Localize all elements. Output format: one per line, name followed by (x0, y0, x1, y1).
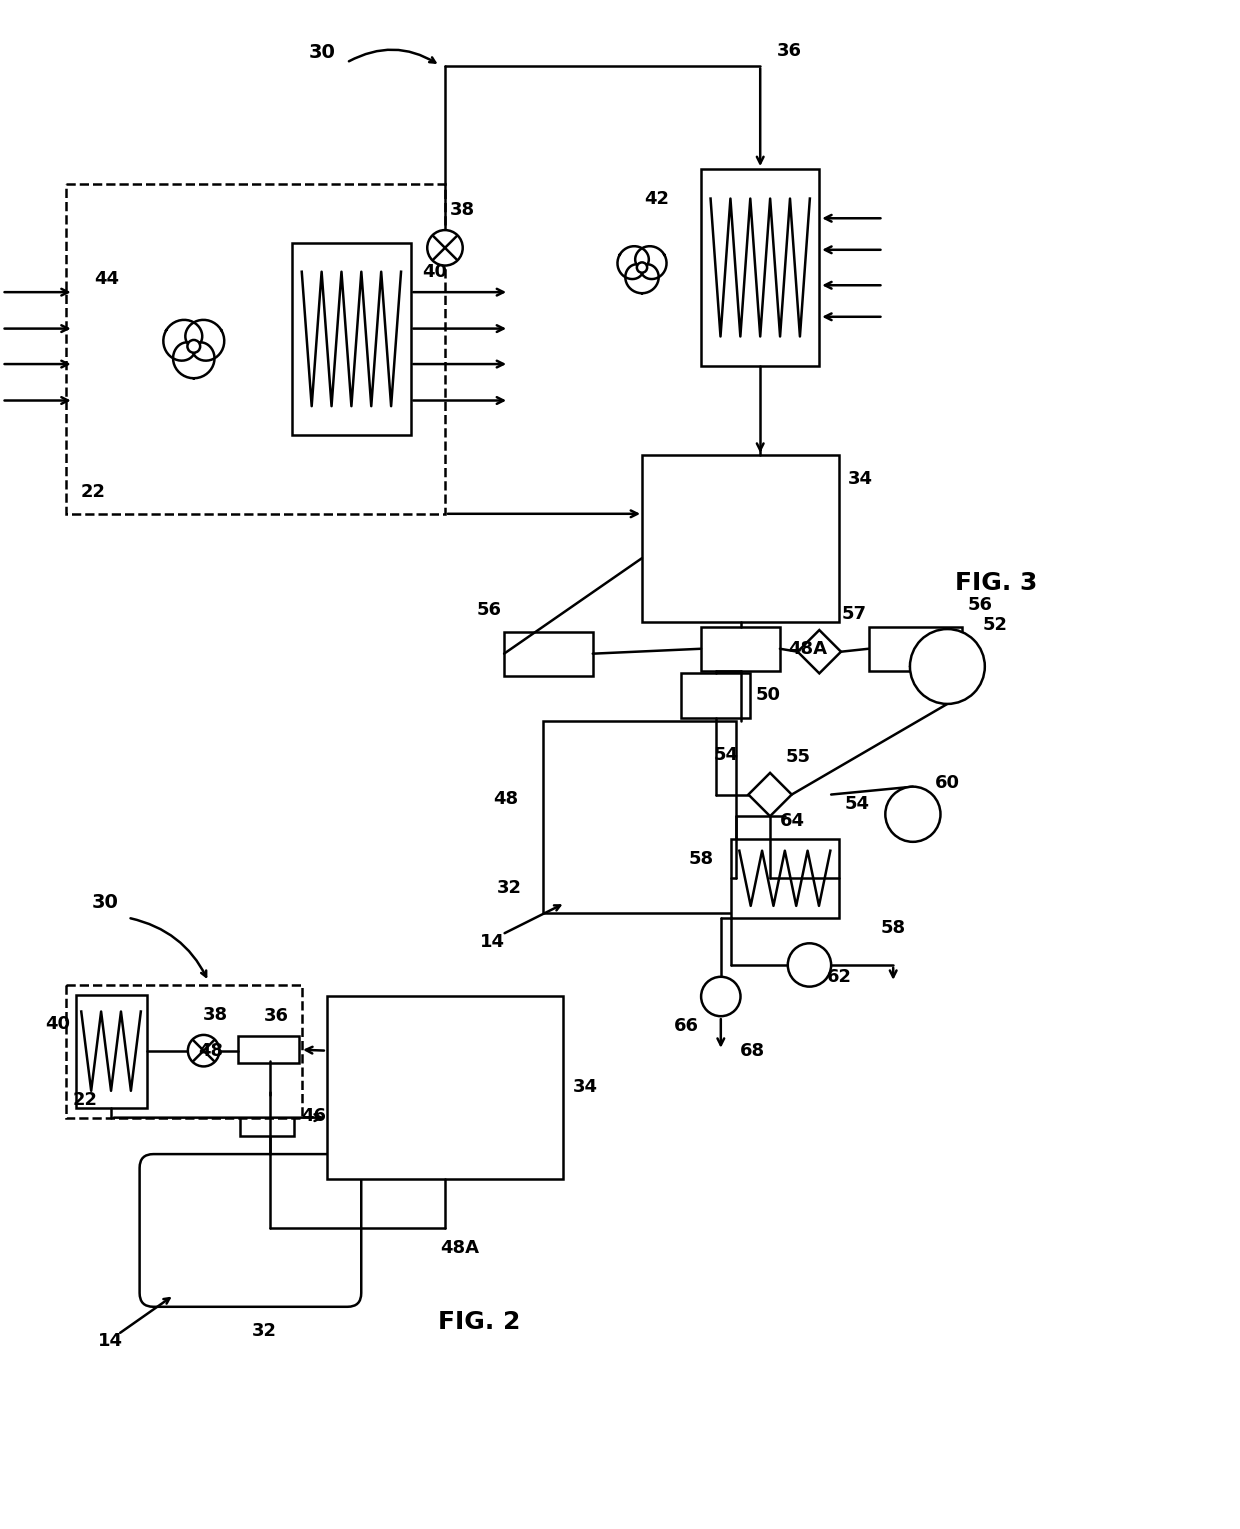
Bar (730, 839, 839, 917)
Text: 36: 36 (264, 1008, 289, 1024)
Text: 50: 50 (755, 687, 781, 703)
Text: FIG. 2: FIG. 2 (438, 1309, 521, 1333)
Circle shape (428, 229, 463, 266)
Bar (642, 454, 839, 622)
Polygon shape (185, 320, 224, 361)
Text: 34: 34 (573, 1078, 598, 1096)
Circle shape (188, 1035, 219, 1066)
Bar (327, 997, 563, 1179)
Circle shape (187, 339, 200, 353)
Text: 36: 36 (777, 41, 802, 60)
Circle shape (910, 628, 985, 703)
Text: 68: 68 (740, 1041, 765, 1060)
Polygon shape (618, 246, 649, 280)
Text: 54: 54 (713, 746, 738, 764)
Text: 44: 44 (94, 271, 119, 289)
FancyBboxPatch shape (140, 1154, 361, 1307)
Text: 54: 54 (844, 795, 869, 813)
Text: 48: 48 (198, 1041, 223, 1060)
Text: 30: 30 (92, 893, 119, 913)
Bar (701, 627, 780, 671)
Polygon shape (749, 772, 791, 816)
Circle shape (701, 977, 740, 1017)
Bar (543, 720, 735, 913)
Text: 32: 32 (496, 879, 522, 898)
Polygon shape (625, 265, 658, 294)
Text: 60: 60 (935, 774, 960, 792)
Bar (66, 985, 303, 1118)
Text: 58: 58 (880, 919, 905, 937)
Text: 62: 62 (827, 968, 852, 986)
Bar (66, 183, 445, 514)
Circle shape (885, 786, 940, 842)
Text: 64: 64 (780, 812, 805, 830)
Text: 40: 40 (46, 1015, 71, 1034)
Text: 40: 40 (423, 263, 448, 281)
Text: 14: 14 (480, 933, 505, 951)
Bar (868, 627, 962, 671)
Text: 56: 56 (477, 601, 502, 619)
Text: 32: 32 (252, 1323, 278, 1341)
Text: 48: 48 (494, 790, 518, 809)
Text: 48A: 48A (787, 639, 827, 657)
Text: 14: 14 (98, 1332, 123, 1350)
Circle shape (787, 943, 831, 986)
Text: 57: 57 (841, 605, 867, 624)
Text: 56: 56 (967, 596, 992, 615)
Bar (293, 243, 410, 434)
Bar (241, 1095, 294, 1136)
Bar (701, 170, 820, 365)
Text: 38: 38 (203, 1006, 228, 1024)
Bar (258, 1061, 279, 1092)
Text: 34: 34 (848, 471, 873, 488)
Text: 38: 38 (450, 202, 475, 219)
Text: 42: 42 (645, 190, 670, 208)
Text: 30: 30 (309, 43, 335, 63)
Text: 55: 55 (785, 748, 810, 766)
Text: 48A: 48A (440, 1238, 480, 1257)
Text: 46: 46 (301, 1107, 326, 1125)
Polygon shape (174, 342, 215, 378)
Text: 66: 66 (673, 1017, 699, 1035)
Bar (505, 631, 593, 676)
Circle shape (637, 263, 647, 272)
Polygon shape (797, 630, 841, 673)
Text: 22: 22 (73, 1090, 98, 1109)
Polygon shape (164, 320, 202, 361)
Text: 58: 58 (688, 850, 714, 867)
Bar (682, 673, 750, 717)
Bar (238, 1035, 299, 1064)
Polygon shape (635, 246, 667, 280)
Bar (76, 994, 146, 1109)
Text: 22: 22 (81, 483, 105, 502)
Text: 52: 52 (982, 616, 1007, 635)
Text: FIG. 3: FIG. 3 (956, 570, 1038, 595)
